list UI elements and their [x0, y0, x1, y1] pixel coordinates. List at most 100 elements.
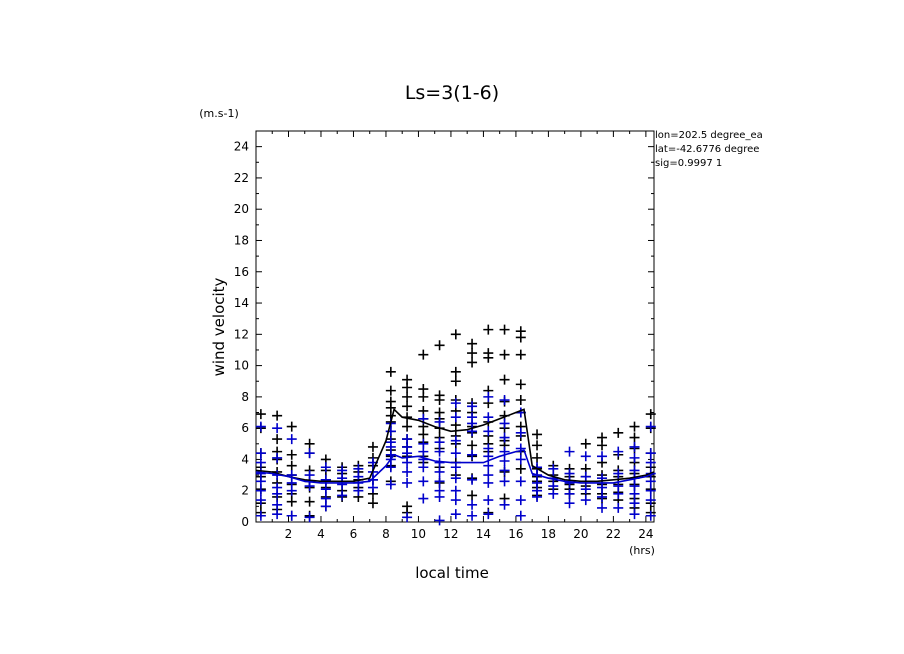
blue-data-point	[564, 488, 575, 499]
blue-data-point	[467, 449, 478, 460]
blue-data-point	[483, 451, 494, 462]
black-data-point	[645, 409, 656, 420]
blue-data-point	[255, 495, 266, 506]
blue-data-point	[499, 476, 510, 487]
blue-data-point	[286, 485, 297, 496]
x-unit-label: (hrs)	[629, 544, 655, 557]
blue-data-point	[613, 446, 624, 457]
blue-data-point	[385, 426, 396, 437]
plot-area: 2 4 6 8 10 12 14 16 18 20 22 2402468101214161820222…	[234, 130, 656, 541]
blue-data-point	[499, 418, 510, 429]
black-data-point	[402, 401, 413, 412]
blue-data-point	[450, 473, 461, 484]
x-tick-label: 18	[541, 527, 556, 541]
black-data-point	[515, 349, 526, 360]
blue-data-point	[255, 457, 266, 468]
black-data-point	[286, 460, 297, 471]
blue-data-point	[597, 491, 608, 502]
blue-data-point	[320, 462, 331, 473]
black-data-point	[402, 391, 413, 402]
black-data-point	[597, 440, 608, 451]
blue-data-point	[320, 484, 331, 495]
blue-data-point	[483, 509, 494, 520]
chart-title: Ls=3(1-6)	[405, 82, 499, 104]
black-data-point	[367, 498, 378, 509]
y-axis-label: wind velocity	[210, 277, 228, 376]
blue-data-point	[450, 495, 461, 506]
blue-data-point	[645, 485, 656, 496]
y-tick-label: 20	[234, 202, 249, 216]
blue-data-point	[515, 495, 526, 506]
black-data-point	[450, 376, 461, 387]
black-data-point	[467, 490, 478, 501]
blue-data-point	[255, 510, 266, 521]
annotation-lon: lon=202.5 degree_ea	[655, 130, 763, 141]
blue-data-point	[548, 463, 559, 474]
blue-data-point	[515, 510, 526, 521]
blue-data-point	[467, 474, 478, 485]
blue-data-point	[434, 515, 445, 526]
blue-data-point	[597, 451, 608, 462]
y-tick-label: 2	[241, 484, 249, 498]
blue-data-point	[450, 448, 461, 459]
black-data-point	[467, 440, 478, 451]
blue-data-point	[580, 451, 591, 462]
black-data-point	[286, 421, 297, 432]
black-data-point	[580, 438, 591, 449]
blue-data-point	[629, 452, 640, 463]
blue-data-point	[645, 457, 656, 468]
y-tick-label: 0	[241, 515, 249, 529]
blue-data-point	[467, 510, 478, 521]
blue-data-point	[320, 501, 331, 512]
blue-data-point	[353, 485, 364, 496]
blue-data-point	[434, 437, 445, 448]
blue-data-point	[645, 495, 656, 506]
x-tick-label: 2	[285, 527, 293, 541]
blue-data-point	[286, 434, 297, 445]
blue-data-point	[272, 488, 283, 499]
blue-data-point	[645, 510, 656, 521]
y-tick-label: 24	[234, 140, 249, 154]
annotation-lat: lat=-42.6776 degree	[655, 144, 759, 155]
blue-data-point	[450, 509, 461, 520]
y-tick-label: 4	[241, 452, 249, 466]
black-data-point	[286, 496, 297, 507]
blue-data-point	[580, 484, 591, 495]
y-tick-label: 6	[241, 421, 249, 435]
black-mean-line	[255, 407, 655, 483]
blue-data-point	[499, 499, 510, 510]
blue-data-point	[515, 443, 526, 454]
blue-data-point	[255, 476, 266, 487]
x-tick-label: 10	[411, 527, 426, 541]
blue-data-point	[402, 457, 413, 468]
blue-data-point	[483, 412, 494, 423]
blue-data-point	[286, 510, 297, 521]
blue-data-point	[272, 499, 283, 510]
blue-data-point	[434, 446, 445, 457]
black-data-point	[434, 340, 445, 351]
black-data-point	[367, 441, 378, 452]
plot-frame	[255, 130, 655, 523]
blue-data-point	[580, 471, 591, 482]
blue-data-point	[385, 462, 396, 473]
blue-data-point	[434, 476, 445, 487]
blue-data-point	[515, 427, 526, 438]
black-data-point	[499, 349, 510, 360]
black-data-point	[467, 338, 478, 349]
black-data-point	[532, 440, 543, 451]
blue-data-point	[255, 448, 266, 459]
black-data-point	[515, 332, 526, 343]
y-tick-label: 10	[234, 359, 249, 373]
blue-data-point	[483, 477, 494, 488]
blue-data-point	[613, 502, 624, 513]
blue-data-point	[304, 512, 315, 523]
blue-data-point	[385, 479, 396, 490]
black-data-point	[483, 352, 494, 363]
blue-data-point	[499, 465, 510, 476]
blue-data-point	[483, 495, 494, 506]
y-tick-label: 8	[241, 390, 249, 404]
x-axis-label: local time	[415, 564, 489, 582]
blue-mean-line	[255, 449, 655, 484]
blue-data-point	[450, 412, 461, 423]
blue-data-point	[304, 481, 315, 492]
